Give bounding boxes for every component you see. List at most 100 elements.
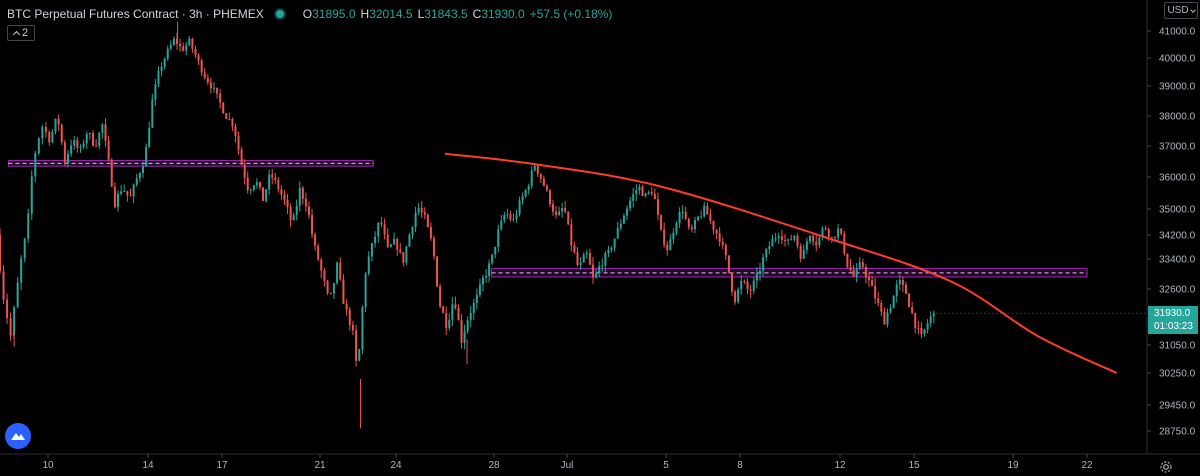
candle-body <box>249 189 252 191</box>
candle-body <box>355 330 358 361</box>
candle-body <box>920 327 923 334</box>
candle-body <box>734 291 737 302</box>
candle-body <box>326 280 329 293</box>
candle-body <box>436 256 439 287</box>
candle-body <box>700 216 703 218</box>
candle-body <box>57 118 60 125</box>
y-tick-label: 35000.0 <box>1159 205 1196 216</box>
candle-body <box>298 187 301 206</box>
symbol-title[interactable]: BTC Perpetual Futures Contract · 3h · PH… <box>7 7 264 21</box>
candle-body <box>877 298 880 304</box>
candle-body <box>500 220 503 230</box>
candle-body <box>740 280 743 290</box>
candle-body <box>837 228 840 238</box>
candle-body <box>904 284 907 294</box>
candle-body <box>95 145 98 147</box>
gear-icon[interactable] <box>1158 459 1174 475</box>
candle-body <box>567 211 570 225</box>
candle-body <box>445 312 448 329</box>
candle-body <box>706 205 709 215</box>
candle-body <box>457 308 460 321</box>
candle-body <box>120 191 123 194</box>
candle-body <box>442 306 445 313</box>
candle-body <box>524 190 527 197</box>
candle-body <box>834 236 836 238</box>
candle-body <box>641 186 644 196</box>
y-tick-label: 36000.0 <box>1159 173 1196 184</box>
candle-body <box>666 244 669 251</box>
candle-body <box>678 212 681 224</box>
candle-body <box>258 182 261 188</box>
candle-body <box>370 243 373 257</box>
candle-body <box>351 325 354 331</box>
candle-body <box>536 165 539 174</box>
candle-body <box>660 214 663 230</box>
candle-body <box>926 323 929 330</box>
candle-body <box>358 349 361 361</box>
candle-body <box>240 149 243 165</box>
candle-body <box>148 127 151 147</box>
candle-body <box>591 264 594 277</box>
candle-body <box>892 295 895 309</box>
trend-layer <box>444 152 1118 374</box>
candle-body <box>929 316 932 324</box>
candle-body <box>681 211 684 213</box>
candle-body <box>209 82 212 89</box>
y-tick-label: 29450.0 <box>1159 401 1196 412</box>
candle-body <box>262 187 265 201</box>
candle-body <box>768 246 771 250</box>
open-value: 31895.0 <box>312 7 356 21</box>
candle-body <box>771 238 774 247</box>
candle-body <box>521 196 524 201</box>
candle-body <box>466 320 469 332</box>
candle-body <box>923 329 926 334</box>
candle-body <box>191 38 194 49</box>
currency-select[interactable]: USD <box>1164 2 1198 19</box>
candle-body <box>345 304 348 310</box>
indicator-toggle-button[interactable]: 2 <box>7 25 35 41</box>
candle-body <box>469 312 472 321</box>
candle-body <box>169 44 172 49</box>
candle-body <box>339 262 342 280</box>
x-tick-label: 12 <box>834 460 846 471</box>
candle-body <box>765 249 768 258</box>
candle-body <box>374 236 377 244</box>
candle-body <box>417 207 420 213</box>
candle-body <box>796 235 799 247</box>
candle-body <box>616 227 619 239</box>
candle-body <box>386 234 389 247</box>
candle-body <box>182 46 185 51</box>
tradingview-logo-icon[interactable] <box>5 423 31 449</box>
x-tick-label: 5 <box>663 460 669 471</box>
candle-body <box>809 235 811 242</box>
candle-body <box>604 253 607 266</box>
candle-body <box>889 308 892 313</box>
open-key: O <box>302 7 313 21</box>
candle-body <box>307 206 310 216</box>
candle-body <box>280 189 283 195</box>
candle-body <box>491 254 494 264</box>
candle-body <box>752 280 755 292</box>
candle-body <box>932 313 935 317</box>
candle-body <box>485 276 488 278</box>
candle-body <box>595 273 598 277</box>
candle-body <box>650 192 653 194</box>
candle-body <box>123 190 126 192</box>
candle-body <box>101 124 104 133</box>
low-value: 31843.5 <box>424 7 468 21</box>
candle-body <box>126 190 129 196</box>
candle-body <box>871 280 874 286</box>
candle-body <box>85 134 88 144</box>
x-tick-label: 15 <box>908 460 920 471</box>
candle-body <box>411 226 414 235</box>
candle-body <box>70 145 73 154</box>
candle-body <box>588 253 591 265</box>
candle-body <box>883 311 886 325</box>
candle-body <box>743 280 746 282</box>
candle-body <box>746 281 749 290</box>
candle-body <box>76 140 79 148</box>
candle-body <box>268 174 271 190</box>
candle-body <box>849 266 852 271</box>
